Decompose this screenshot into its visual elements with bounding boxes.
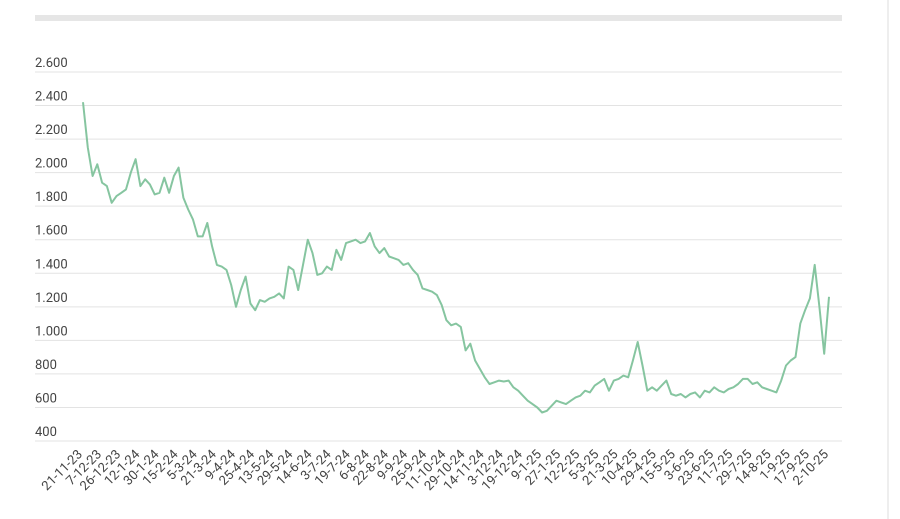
header-divider [35, 15, 842, 21]
y-tick-label: 400 [35, 425, 57, 440]
y-tick-label: 2.600 [35, 56, 68, 71]
y-tick-label: 1.200 [35, 291, 68, 306]
y-tick-label: 2.000 [35, 157, 68, 172]
y-tick-label: 1.600 [35, 224, 68, 239]
data-line [82, 102, 830, 414]
y-tick-label: 800 [35, 358, 57, 373]
y-tick-label: 1.800 [35, 190, 68, 205]
y-tick-label: 2.400 [35, 90, 68, 105]
y-tick-label: 1.000 [35, 324, 68, 339]
y-tick-label: 1.400 [35, 257, 68, 272]
y-tick-label: 600 [35, 391, 57, 406]
y-tick-label: 2.200 [35, 123, 68, 138]
